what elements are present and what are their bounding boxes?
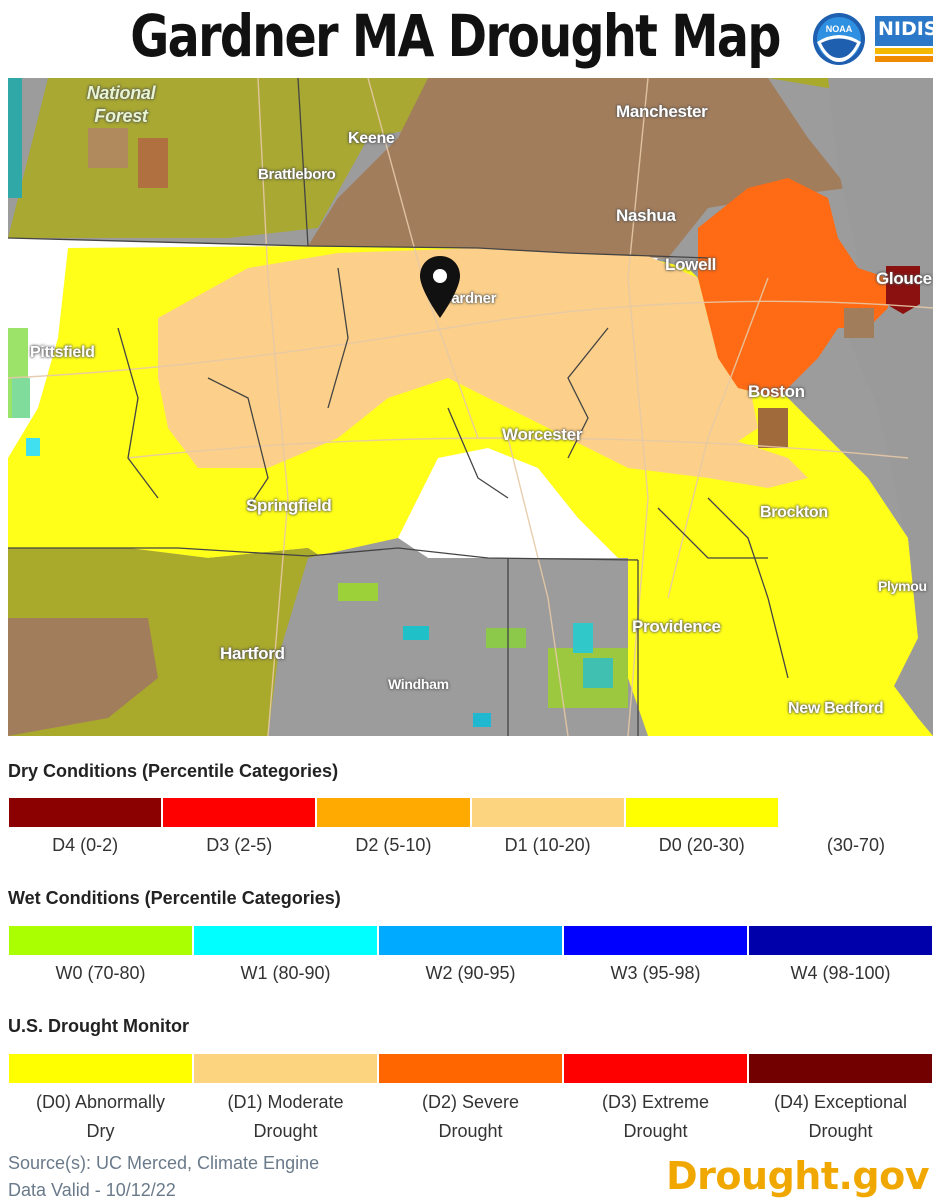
wet-conditions-swatch	[378, 925, 563, 956]
data-valid-text: Data Valid - 10/12/22	[8, 1180, 176, 1200]
wet-conditions-label: W1 (80-90)	[240, 963, 331, 983]
drought-monitor-label: (D2) Severe Drought	[378, 1088, 563, 1146]
page-title: Gardner MA Drought Map	[130, 2, 781, 70]
map-label-forest-line1: National	[86, 83, 156, 103]
drought-monitor-title: U.S. Drought Monitor	[8, 1016, 189, 1036]
drought-monitor-label: (D0) Abnormally Dry	[8, 1088, 193, 1146]
legend-label-line1: (D1) Moderate	[227, 1092, 344, 1112]
dry-conditions-swatch	[162, 797, 317, 828]
wet-conditions-label: W2 (90-95)	[425, 963, 516, 983]
nidis-logo-text: NIDIS	[878, 18, 933, 40]
map-label-hartford: Hartford	[220, 644, 285, 663]
map-label-boston: Boston	[748, 382, 805, 401]
wet-conditions-label: W4 (98-100)	[790, 963, 891, 983]
dry-conditions-label: D0 (20-30)	[658, 835, 745, 855]
noaa-logo-text: NOAA	[826, 24, 853, 34]
map-label-pittsfield: Pittsfield	[30, 344, 95, 361]
dry-conditions-swatch	[470, 797, 625, 828]
drought-monitor-label: (D1) Moderate Drought	[193, 1088, 378, 1146]
map-label-gloucester: Glouce	[876, 269, 932, 288]
map-label-windham: Windham	[388, 676, 449, 692]
map-label-manchester: Manchester	[616, 102, 708, 121]
dry-conditions-label: D1 (10-20)	[504, 835, 591, 855]
dry-conditions-swatch	[778, 797, 933, 828]
wet-conditions-swatch	[563, 925, 748, 956]
legend-label-line1: (D2) Severe	[421, 1092, 520, 1112]
wet-conditions-swatches	[8, 925, 933, 956]
legend-label-line2: Drought	[253, 1121, 318, 1141]
map-pin-icon[interactable]	[418, 254, 462, 320]
drought-monitor-labels: (D0) Abnormally Dry (D1) Moderate Drought (D…	[8, 1088, 933, 1146]
drought-monitor-label: (D4) Exceptional Drought	[748, 1088, 933, 1146]
map-label-springfield: Springfield	[246, 496, 332, 515]
nidis-logo[interactable]	[875, 14, 933, 66]
legend-label-line1: (D0) Abnormally	[35, 1092, 166, 1112]
dry-conditions-title: Dry Conditions (Percentile Categories)	[8, 761, 339, 781]
wet-conditions-swatch	[748, 925, 933, 956]
source-block: Source(s): UC Merced, Climate Engine Dat…	[8, 1150, 319, 1204]
map-label-keene: Keene	[348, 130, 395, 147]
wet-conditions-label: W0 (70-80)	[55, 963, 146, 983]
dry-conditions-swatches	[8, 797, 933, 828]
map-label-forest: National Forest	[66, 78, 176, 128]
drought-gov-brand[interactable]: Drought.gov	[666, 1154, 929, 1198]
dry-conditions-swatch	[624, 797, 779, 828]
dry-conditions-swatch	[316, 797, 471, 828]
map-canvas	[8, 78, 933, 736]
map-label-new-bedford: New Bedford	[788, 700, 884, 717]
map-label-brockton: Brockton	[760, 504, 828, 521]
legend-label-line2: Drought	[623, 1121, 688, 1141]
wet-conditions-swatch	[8, 925, 193, 956]
drought-monitor-swatch	[8, 1053, 193, 1084]
drought-monitor-swatch	[748, 1053, 933, 1084]
dry-conditions-labels: D4 (0-2) D3 (2-5) D2 (5-10) D1 (10-20) D0 (2…	[8, 831, 933, 860]
legend-label-line1: (D3) Extreme	[601, 1092, 709, 1112]
dry-conditions-label: D4 (0-2)	[52, 835, 119, 855]
legend-label-line2: Drought	[808, 1121, 873, 1141]
drought-monitor-swatch	[563, 1053, 748, 1084]
wet-conditions-label: W3 (95-98)	[610, 963, 701, 983]
wet-conditions-labels: W0 (70-80) W1 (80-90) W2 (90-95) W3 (95-98)…	[8, 959, 933, 988]
drought-monitor-swatch	[193, 1053, 378, 1084]
header: Gardner MA Drought Map NOAA NIDIS	[0, 0, 933, 78]
drought-monitor-label: (D3) Extreme Drought	[563, 1088, 748, 1146]
dry-conditions-label: D3 (2-5)	[206, 835, 273, 855]
wet-conditions-swatch	[193, 925, 378, 956]
drought-monitor-swatch	[378, 1053, 563, 1084]
legend-label-line1: (D4) Exceptional	[773, 1092, 908, 1112]
map-label-plymouth: Plymou	[878, 578, 927, 594]
drought-map[interactable]: National Forest Keene Manchester Brattle…	[8, 78, 933, 736]
dry-conditions-label: D2 (5-10)	[355, 835, 432, 855]
dry-conditions-label: (30-70)	[826, 835, 885, 855]
map-label-forest-line2: Forest	[94, 106, 148, 126]
dry-conditions-swatch	[8, 797, 163, 828]
map-label-providence: Providence	[632, 617, 721, 636]
map-label-nashua: Nashua	[616, 206, 676, 225]
wet-conditions-title: Wet Conditions (Percentile Categories)	[8, 888, 341, 908]
map-label-worcester: Worcester	[502, 425, 583, 444]
drought-monitor-swatches	[8, 1053, 933, 1084]
noaa-logo[interactable]: NOAA	[812, 12, 866, 66]
map-label-lowell: Lowell	[665, 255, 717, 274]
source-text: Source(s): UC Merced, Climate Engine	[8, 1153, 320, 1173]
map-label-brattleboro: Brattleboro	[258, 166, 336, 183]
legend-label-line2: Drought	[438, 1121, 503, 1141]
legend-label-line2: Dry	[86, 1121, 115, 1141]
